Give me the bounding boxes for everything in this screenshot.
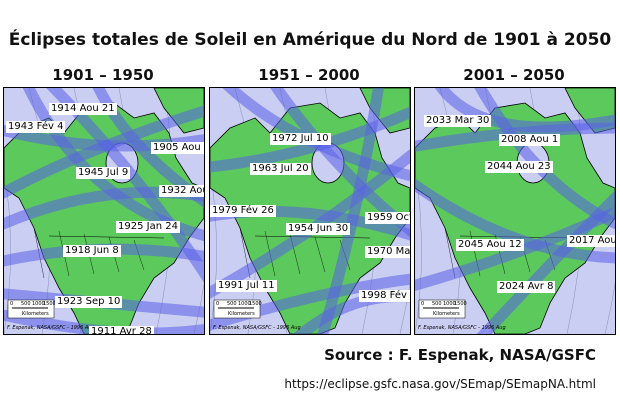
scale-box (213, 299, 261, 319)
eclipse-label: 1979 Fév 26 (210, 205, 276, 217)
graticule (399, 283, 410, 334)
eclipse-label: 1954 Jun 30 (286, 223, 351, 235)
scale-tick: 500 (227, 301, 237, 307)
scale-tick: 1500 (249, 301, 262, 307)
scale-tick: 1000 (443, 301, 456, 307)
greenland (153, 88, 204, 134)
scale-tick: 0 (216, 301, 220, 307)
eclipse-label: 1932 Aou 31 (159, 185, 204, 197)
graticule (604, 283, 615, 334)
scale-box (7, 299, 55, 319)
eclipse-label: 1970 Mar 7 (365, 246, 410, 258)
panel-title: 1901 – 1950 (52, 66, 154, 84)
scale-unit: Kilometers (433, 311, 460, 317)
scale-tick: 1500 (454, 301, 467, 307)
eclipse-label: 1923 Sep 10 (55, 296, 123, 308)
eclipse-label: 2024 Avr 8 (497, 281, 556, 293)
scale-tick: 1500 (43, 301, 56, 307)
eclipse-path (4, 105, 204, 199)
eclipse-label: 1998 Fév 26 (359, 290, 410, 302)
eclipse-label: 1914 Aou 21 (49, 103, 117, 115)
eclipse-label: 2033 Mar 30 (424, 115, 492, 127)
eclipse-path (22, 88, 204, 242)
graticule (415, 167, 422, 334)
eclipse-label: 1945 Jul 9 (76, 167, 131, 179)
border (48, 235, 165, 239)
map (210, 88, 410, 334)
eclipse-label: 1905 Aou 30 (151, 142, 204, 154)
eclipse-path (210, 106, 410, 173)
graticule (193, 283, 204, 334)
panel-title: 1951 – 2000 (258, 66, 360, 84)
scale-unit: Kilometers (22, 311, 49, 317)
eclipse-label: 1959 Oct 2 (365, 212, 410, 224)
eclipse-label: 1943 Fév 4 (6, 121, 66, 133)
eclipse-label: 2044 Aou 23 (485, 161, 553, 173)
eclipse-label: 1991 Jul 11 (216, 280, 277, 292)
eclipse-label: 1911 Avr 28 (89, 326, 154, 334)
credit: F. Espenak, NASA/GSFC - 1996 Aug (7, 325, 95, 331)
eclipse-label: 2008 Aou 1 (499, 134, 561, 146)
scale-tick: 0 (10, 301, 14, 307)
scale-tick: 0 (421, 301, 425, 307)
eclipse-label: 1972 Jul 10 (270, 133, 331, 145)
eclipse-label: 1925 Jan 24 (116, 221, 180, 233)
credit: F. Espenak, NASA/GSFC - 1996 Aug (213, 325, 301, 331)
eclipse-label: 1963 Jul 20 (250, 163, 311, 175)
map-panel: 0 500 1000 1500 Kilometers F. Espenak, NASA/G… (209, 87, 411, 335)
title: Éclipses totales de Soleil en Amérique d… (8, 30, 612, 50)
panel-title: 2001 – 2050 (463, 66, 565, 84)
eclipse-path (476, 190, 615, 334)
map-panel: 0 500 1000 1500 Kilometers F. Espenak, NASA/G… (414, 87, 616, 335)
eclipse-path (210, 273, 410, 331)
source: Source : F. Espenak, NASA/GSFC (324, 346, 596, 364)
scale-unit: Kilometers (228, 311, 255, 317)
eclipse-path (415, 178, 615, 264)
eclipse-label: 1918 Jun 8 (63, 245, 121, 257)
scale-box (418, 299, 466, 319)
url: https://eclipse.gsfc.nasa.gov/SEmap/SEma… (284, 377, 596, 391)
scale-tick: 500 (21, 301, 31, 307)
eclipse-label: 2017 Aou 21 (567, 235, 615, 247)
credit: F. Espenak, NASA/GSFC - 1996 Aug (418, 325, 506, 331)
scale-tick: 1000 (238, 301, 251, 307)
map-panel: 0 500 1000 1500 Kilometers F. Espenak, NASA/G… (3, 87, 205, 335)
border (314, 236, 326, 273)
eclipse-label: 2045 Aou 12 (456, 239, 524, 251)
scale-tick: 1000 (32, 301, 45, 307)
scale-tick: 500 (432, 301, 442, 307)
